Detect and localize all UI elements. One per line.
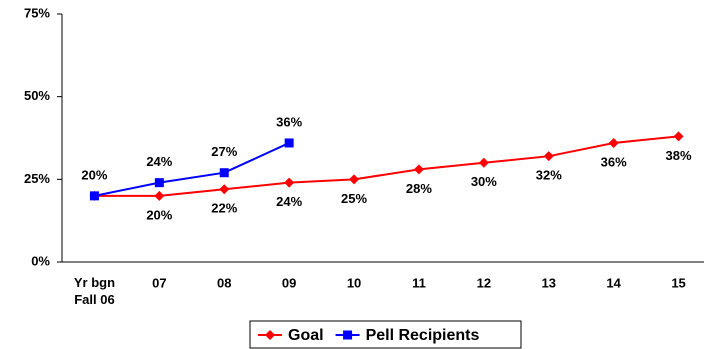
x-tick-label: 11 <box>412 275 426 290</box>
x-tick-label: 15 <box>671 275 685 290</box>
marker <box>343 330 353 340</box>
marker <box>608 137 619 148</box>
legend-label: Goal <box>288 327 324 344</box>
data-label: 30% <box>471 174 497 189</box>
data-label: 28% <box>406 181 432 196</box>
marker <box>413 164 424 175</box>
y-tick-label: 0% <box>31 253 50 268</box>
x-tick-label: 14 <box>606 275 621 290</box>
y-tick-label: 75% <box>24 5 50 20</box>
data-label: 25% <box>341 191 367 206</box>
y-tick-label: 25% <box>24 171 50 186</box>
marker <box>89 191 99 201</box>
data-label: 36% <box>601 154 627 169</box>
marker <box>265 330 275 340</box>
data-label: 32% <box>536 168 562 183</box>
data-label: 27% <box>211 144 237 159</box>
data-label: 22% <box>211 201 237 216</box>
data-label: 20% <box>146 207 172 222</box>
marker <box>349 174 360 185</box>
data-label: 24% <box>146 154 172 169</box>
marker <box>478 157 489 168</box>
x-tick-label: Yr bgn Fall 06 <box>74 275 115 307</box>
marker <box>284 177 295 188</box>
x-tick-label: 07 <box>152 275 166 290</box>
y-tick-label: 50% <box>24 88 50 103</box>
x-tick-label: 13 <box>542 275 556 290</box>
x-tick-label: 09 <box>282 275 296 290</box>
marker <box>543 151 554 162</box>
marker <box>219 168 229 178</box>
marker <box>284 138 294 148</box>
data-label: 38% <box>666 148 692 163</box>
legend-box <box>249 320 522 349</box>
marker <box>154 178 164 188</box>
marker <box>673 131 684 142</box>
series-line <box>94 135 679 197</box>
data-label: 36% <box>276 114 302 129</box>
marker <box>154 190 165 201</box>
marker <box>219 184 230 195</box>
series-line <box>94 142 290 197</box>
legend: Goal Pell Recipients <box>249 320 522 349</box>
data-label: 20% <box>81 167 107 182</box>
data-label: 24% <box>276 194 302 209</box>
legend-label: Pell Recipients <box>366 327 480 344</box>
x-tick-label: 08 <box>217 275 231 290</box>
x-tick-label: 10 <box>347 275 361 290</box>
x-tick-label: 12 <box>477 275 491 290</box>
